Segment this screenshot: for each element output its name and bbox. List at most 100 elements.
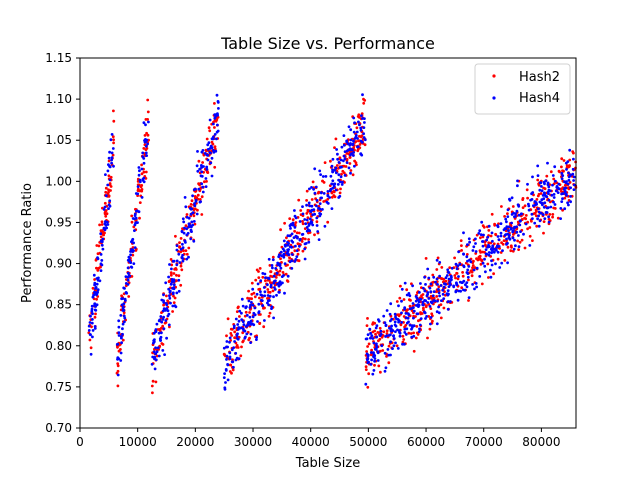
data-point-hash4: [334, 166, 338, 170]
data-point-hash2: [471, 266, 474, 270]
data-point-hash4: [490, 259, 493, 263]
data-point-hash2: [426, 336, 429, 340]
data-point-hash4: [417, 298, 420, 302]
data-point-hash4: [308, 217, 312, 221]
data-point-hash4: [272, 295, 275, 299]
data-point-hash2: [171, 310, 175, 313]
data-point-hash4: [234, 358, 238, 362]
data-point-hash4: [143, 140, 147, 144]
data-point-hash4: [175, 259, 179, 263]
data-point-hash4: [192, 239, 196, 243]
data-point-hash4: [447, 271, 451, 274]
data-point-hash4: [99, 262, 103, 266]
data-point-hash2: [91, 286, 95, 290]
data-point-hash2: [271, 289, 275, 293]
data-point-hash2: [250, 281, 254, 285]
data-point-hash2: [387, 344, 391, 348]
data-point-hash4: [168, 296, 172, 300]
data-point-hash2: [303, 237, 307, 241]
data-point-hash4: [130, 248, 133, 252]
data-point-hash4: [515, 230, 519, 234]
data-point-hash4: [162, 327, 166, 330]
data-point-hash4: [217, 107, 220, 110]
legend-marker-hash2: [492, 74, 496, 78]
data-point-hash4: [298, 244, 301, 248]
data-point-hash4: [403, 306, 407, 310]
data-point-hash4: [478, 229, 482, 233]
data-point-hash4: [358, 123, 361, 127]
data-point-hash2: [412, 349, 416, 353]
data-point-hash2: [205, 180, 208, 183]
data-point-hash4: [216, 123, 219, 127]
data-point-hash4: [295, 255, 299, 258]
data-point-hash2: [213, 102, 216, 105]
data-point-hash4: [198, 167, 202, 171]
data-point-hash4: [556, 191, 560, 195]
data-point-hash4: [255, 336, 258, 339]
data-point-hash2: [305, 212, 309, 215]
data-point-hash4: [474, 242, 477, 245]
data-point-hash2: [196, 193, 200, 197]
data-point-hash2: [228, 370, 232, 373]
data-point-hash4: [100, 259, 104, 262]
data-point-hash4: [277, 253, 281, 257]
data-point-hash4: [287, 242, 290, 245]
data-point-hash2: [96, 269, 100, 272]
data-point-hash4: [457, 250, 460, 254]
data-point-hash4: [110, 151, 114, 155]
data-point-hash2: [548, 213, 552, 216]
data-point-hash4: [569, 200, 572, 204]
legend-label-hash2: Hash2: [519, 70, 560, 85]
data-point-hash4: [403, 331, 407, 334]
data-point-hash2: [509, 244, 513, 248]
data-point-hash4: [315, 204, 318, 208]
data-point-hash4: [189, 228, 193, 232]
data-point-hash2: [261, 275, 265, 279]
data-point-hash4: [288, 234, 292, 238]
data-point-hash4: [247, 321, 250, 325]
data-point-hash2: [268, 264, 272, 267]
data-point-hash2: [100, 220, 104, 224]
data-point-hash2: [496, 257, 500, 261]
data-point-hash4: [339, 158, 343, 162]
data-point-hash4: [127, 255, 131, 259]
data-point-hash4: [242, 323, 246, 327]
data-point-hash4: [93, 281, 97, 285]
data-point-hash2: [364, 365, 368, 369]
data-point-hash4: [474, 250, 478, 253]
data-point-hash4: [437, 311, 441, 315]
data-point-hash4: [345, 161, 349, 165]
data-point-hash4: [360, 140, 364, 144]
x-tick-label: 40000: [292, 435, 330, 449]
data-point-hash4: [283, 291, 286, 295]
data-point-hash4: [447, 292, 450, 296]
data-point-hash4: [359, 126, 363, 130]
data-point-hash2: [190, 199, 194, 203]
legend-box: [474, 63, 571, 115]
data-point-hash2: [467, 299, 470, 302]
data-point-hash2: [223, 353, 227, 357]
data-point-hash4: [270, 307, 273, 310]
data-point-hash4: [248, 306, 252, 309]
data-point-hash2: [407, 331, 411, 335]
data-point-hash4: [307, 223, 311, 226]
data-point-hash2: [299, 209, 303, 212]
data-point-hash2: [362, 97, 365, 101]
data-point-hash4: [147, 120, 150, 124]
data-point-hash2: [165, 294, 168, 298]
data-point-hash4: [372, 369, 376, 372]
data-point-hash4: [555, 186, 559, 189]
data-point-hash4: [431, 294, 435, 298]
data-point-hash4: [559, 207, 563, 210]
data-point-hash4: [487, 253, 491, 257]
data-point-hash2: [313, 233, 316, 237]
data-point-hash2: [229, 332, 233, 335]
data-point-hash2: [109, 185, 113, 188]
data-point-hash2: [517, 248, 520, 252]
data-point-hash2: [354, 161, 358, 165]
data-point-hash4: [519, 230, 522, 234]
data-point-hash4: [386, 348, 390, 351]
data-point-hash4: [201, 149, 205, 152]
data-point-hash4: [213, 133, 217, 136]
data-point-hash4: [414, 299, 418, 303]
